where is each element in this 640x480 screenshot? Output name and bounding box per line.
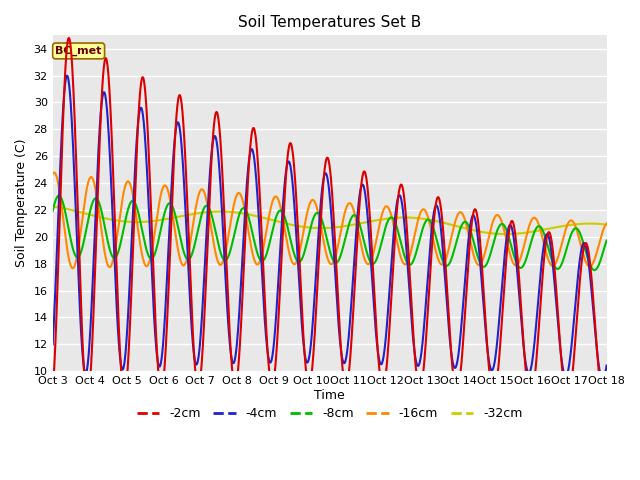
Title: Soil Temperatures Set B: Soil Temperatures Set B [238, 15, 421, 30]
Text: BC_met: BC_met [56, 46, 102, 56]
Y-axis label: Soil Temperature (C): Soil Temperature (C) [15, 139, 28, 267]
X-axis label: Time: Time [314, 389, 345, 402]
Legend: -2cm, -4cm, -8cm, -16cm, -32cm: -2cm, -4cm, -8cm, -16cm, -32cm [132, 402, 527, 425]
